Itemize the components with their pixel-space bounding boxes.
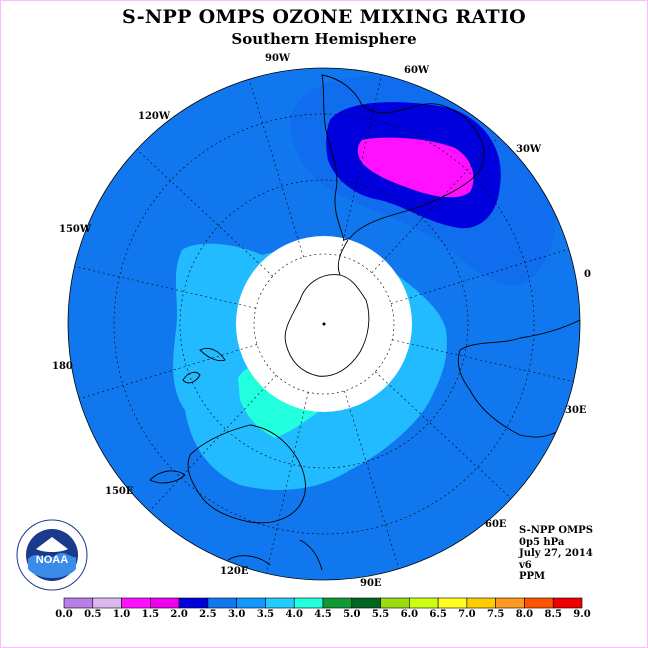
field-3p5 [238,365,318,438]
meridian-line [79,344,258,400]
colorbar-swatch [437,597,468,609]
colorbar-swatch [380,597,410,609]
meridian-line [266,392,309,574]
lon-label-60e: 60E [485,519,507,530]
lon-label-30e: 30E [565,405,587,416]
lat-circle [113,113,535,535]
colorbar-tick-label: 6.0 [400,609,419,620]
colorbar-tick-label: 7.0 [458,609,476,620]
colorbar [63,597,583,609]
lat-circle [253,253,395,395]
colorbar-tick-label: 5.5 [371,609,390,620]
colorbar-tick-label: 0.5 [84,609,102,620]
colorbar-tick-label: 5.0 [343,609,361,620]
colorbar-swatch [178,597,209,609]
lon-label-150w: 150W [59,224,92,235]
pole-marker [322,322,326,326]
colorbar-tick-label: 0.0 [55,609,73,620]
meridian-line [344,390,400,569]
lon-label-150e: 150E [105,486,134,497]
meridian-line [392,339,574,382]
meridian-line [136,149,274,277]
colorbar-tick-label: 3.5 [256,609,275,620]
colorbar-tick-label: 1.0 [112,609,131,620]
info-level: 0p5 hPa [519,536,565,548]
lon-label-0: 0 [584,269,591,280]
lon-label-60w: 60W [404,65,430,76]
meridian-line [374,371,512,499]
colorbar-tick-label: 7.5 [486,609,505,620]
colorbar-tick-label: 8.0 [515,609,534,620]
lon-label-30w: 30W [516,144,542,155]
colorbar-swatch [322,597,353,609]
colorbar-tick-label: 9.0 [573,609,591,620]
colorbar-swatch [466,597,496,609]
info-date: July 27, 2014 [519,548,593,560]
colorbar-tick-label: 2.5 [199,609,217,620]
colorbar-tick-label: 4.0 [285,609,303,620]
colorbar-swatch [293,597,324,609]
colorbar-tick-label: 1.5 [141,609,160,620]
meridian-line [339,74,382,256]
meridian-line [248,79,304,258]
colorbar-labels: 0.0 0.5 1.0 1.5 2.0 2.5 3.0 3.5 4.0 4.5 5.0 5.5 6.0 6… [0,609,648,623]
page-subtitle: Southern Hemisphere [231,30,417,48]
colorbar-swatch [524,597,554,609]
lon-label-90w: 90W [265,53,291,64]
colorbar-tick-label: 8.5 [544,609,562,620]
colorbar-swatch [552,597,583,609]
colorbar-tick-label: 2.0 [170,609,188,620]
noaa-logo-text: NOAA [36,554,68,566]
coastlines [149,74,580,571]
colorbar-swatch [236,597,266,609]
meridian-line [149,374,277,512]
page-title: S-NPP OMPS OZONE MIXING RATIO [121,6,527,28]
colorbar-swatch [495,597,525,609]
colorbar-swatch [265,597,295,609]
colorbar-tick-label: 3.0 [227,609,246,620]
info-block: S-NPP OMPS 0p5 hPa July 27, 2014 v6 PPM [519,525,593,583]
colorbar-swatch [207,597,237,609]
meridian-line [371,136,499,274]
lon-label-120e: 120E [220,566,249,577]
lon-label-90e: 90E [360,578,382,589]
info-units: PPM [519,571,546,583]
colorbar-swatch [121,597,151,609]
colorbar-swatch [150,597,180,609]
map-outline [67,67,581,581]
colorbar-swatch [63,597,94,609]
colorbar-swatch [351,597,381,609]
colorbar-tick-label: 4.5 [314,609,332,620]
info-version: v6 [519,559,532,571]
colorbar-swatch [409,597,439,609]
colorbar-tick-label: 6.5 [429,609,447,620]
colorbar-swatch [92,597,122,609]
info-instrument: S-NPP OMPS [519,525,593,536]
lon-label-120w: 120W [138,111,171,122]
lon-label-180: 180 [52,361,73,372]
meridians [74,74,574,574]
meridian-line [390,248,569,304]
meridian-line [74,266,256,309]
lat-circle [179,179,469,469]
noaa-logo: NOAA [16,519,88,591]
